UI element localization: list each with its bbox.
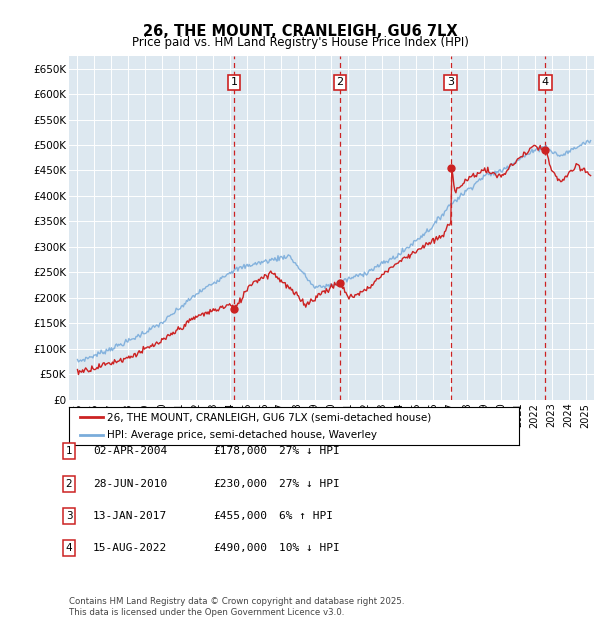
Text: 3: 3 — [65, 511, 73, 521]
Text: 27% ↓ HPI: 27% ↓ HPI — [279, 479, 340, 489]
Text: 1: 1 — [65, 446, 73, 456]
Text: Contains HM Land Registry data © Crown copyright and database right 2025.
This d: Contains HM Land Registry data © Crown c… — [69, 598, 404, 617]
Text: 4: 4 — [542, 78, 549, 87]
Text: £455,000: £455,000 — [213, 511, 267, 521]
Text: 4: 4 — [65, 543, 73, 553]
Text: 15-AUG-2022: 15-AUG-2022 — [93, 543, 167, 553]
Text: 6% ↑ HPI: 6% ↑ HPI — [279, 511, 333, 521]
Text: HPI: Average price, semi-detached house, Waverley: HPI: Average price, semi-detached house,… — [107, 430, 377, 440]
Text: £178,000: £178,000 — [213, 446, 267, 456]
Text: 13-JAN-2017: 13-JAN-2017 — [93, 511, 167, 521]
Text: 2: 2 — [65, 479, 73, 489]
Text: 10% ↓ HPI: 10% ↓ HPI — [279, 543, 340, 553]
Text: 28-JUN-2010: 28-JUN-2010 — [93, 479, 167, 489]
Text: £230,000: £230,000 — [213, 479, 267, 489]
Text: 26, THE MOUNT, CRANLEIGH, GU6 7LX: 26, THE MOUNT, CRANLEIGH, GU6 7LX — [143, 24, 457, 38]
Text: 27% ↓ HPI: 27% ↓ HPI — [279, 446, 340, 456]
Text: 3: 3 — [447, 78, 454, 87]
Text: 26, THE MOUNT, CRANLEIGH, GU6 7LX (semi-detached house): 26, THE MOUNT, CRANLEIGH, GU6 7LX (semi-… — [107, 412, 431, 422]
Text: 2: 2 — [337, 78, 344, 87]
Text: 1: 1 — [230, 78, 238, 87]
Text: Price paid vs. HM Land Registry's House Price Index (HPI): Price paid vs. HM Land Registry's House … — [131, 36, 469, 49]
Text: £490,000: £490,000 — [213, 543, 267, 553]
Text: 02-APR-2004: 02-APR-2004 — [93, 446, 167, 456]
